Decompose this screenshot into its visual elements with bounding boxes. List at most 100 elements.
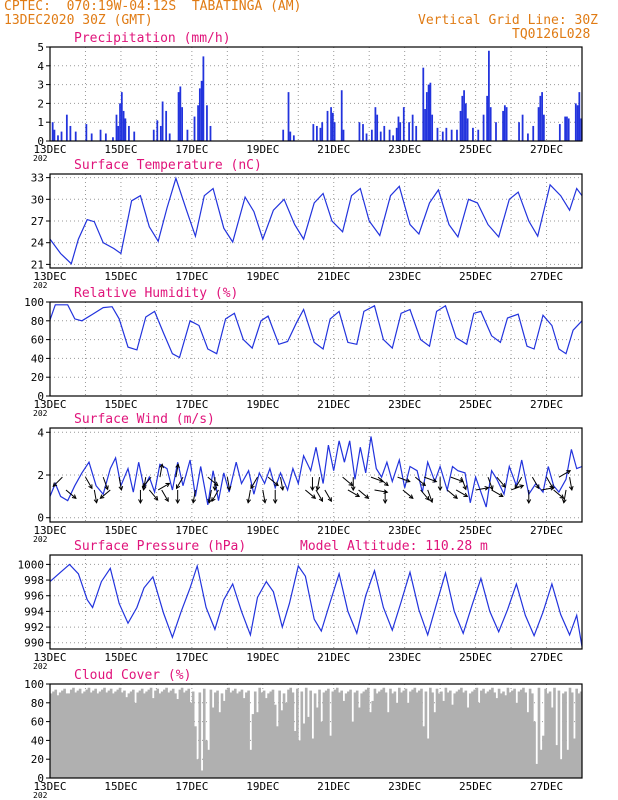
temp-date-label: 25DEC bbox=[459, 270, 492, 283]
precip-bar bbox=[532, 125, 535, 141]
precip-bar bbox=[316, 125, 318, 141]
wind-arrow bbox=[342, 476, 353, 486]
cloud-bar bbox=[371, 700, 375, 778]
cloud-bar bbox=[322, 692, 326, 778]
pressure-ytick-label: 1000 bbox=[18, 558, 45, 571]
pressure-ytick-label: 998 bbox=[24, 574, 44, 587]
cloud-bar bbox=[207, 749, 210, 778]
cloud-bar bbox=[435, 688, 439, 778]
precip-date-label: 15DEC bbox=[104, 143, 137, 156]
wind-arrow bbox=[420, 489, 430, 501]
pressure-date-label: 25DEC bbox=[459, 651, 492, 664]
cloud-bar bbox=[480, 690, 483, 778]
cloud-bar bbox=[171, 688, 175, 778]
wind-arrow bbox=[267, 476, 279, 486]
precip-bar bbox=[362, 124, 364, 141]
cloud-bar bbox=[222, 700, 226, 778]
cloud-bar bbox=[127, 693, 131, 778]
cloud-bar bbox=[78, 688, 82, 778]
cloud-bar bbox=[151, 698, 155, 778]
precip-bar bbox=[411, 114, 414, 141]
wind-arrow-head bbox=[498, 492, 504, 497]
cloud-bar bbox=[231, 690, 235, 778]
temp-ytick-label: 33 bbox=[31, 172, 44, 185]
temp-series-line bbox=[49, 176, 583, 265]
cloud-bar bbox=[112, 693, 115, 778]
cloud-date-label: 21DEC bbox=[317, 780, 350, 793]
cloud-bar bbox=[389, 688, 392, 778]
precip-date-label: 27DEC bbox=[530, 143, 563, 156]
cloud-bar bbox=[493, 692, 496, 778]
pressure-ytick-label: 996 bbox=[24, 590, 44, 603]
cloud-bar bbox=[542, 735, 545, 778]
precip-bar bbox=[330, 107, 332, 141]
precip-bar bbox=[456, 129, 458, 141]
wind-arrow-head bbox=[279, 485, 285, 491]
cloud-bar bbox=[165, 687, 168, 778]
precip-bar bbox=[370, 129, 373, 141]
wind-arrow-head bbox=[348, 481, 354, 487]
wind-arrow-head bbox=[311, 494, 317, 499]
precip-bar bbox=[197, 105, 199, 141]
cloud-bar bbox=[202, 688, 206, 778]
pressure-date-label: 13DEC bbox=[33, 651, 66, 664]
cloud-bar bbox=[149, 687, 153, 778]
wind-ytick-label: 0 bbox=[37, 512, 44, 525]
cloud-bar bbox=[236, 693, 239, 778]
wind-arrow bbox=[424, 476, 437, 483]
wind-arrow-head bbox=[501, 483, 506, 488]
precip-bar bbox=[539, 95, 542, 141]
cloud-bar bbox=[140, 688, 144, 778]
cloud-ytick-label: 80 bbox=[31, 697, 44, 710]
cloud-bar bbox=[369, 712, 372, 778]
wind-arrow bbox=[175, 464, 179, 478]
wind-date-label: 23DEC bbox=[388, 524, 421, 537]
precip-bar bbox=[477, 129, 480, 141]
precip-bar bbox=[124, 118, 127, 141]
cloud-bar bbox=[256, 712, 259, 778]
cloud-bar bbox=[260, 692, 264, 778]
precip-bar bbox=[408, 122, 410, 141]
wind-arrow-head bbox=[535, 484, 540, 490]
cloud-date-label: 23DEC bbox=[388, 780, 421, 793]
cloud-bar bbox=[395, 702, 399, 778]
pressure-ytick-label: 990 bbox=[24, 637, 44, 650]
wind-arrow-head bbox=[212, 486, 218, 492]
cloud-bar bbox=[311, 738, 315, 778]
cloud-bar bbox=[477, 702, 481, 778]
precip-bar bbox=[133, 131, 136, 141]
precip-bar bbox=[463, 90, 465, 141]
cloud-bar bbox=[415, 692, 419, 778]
precip-bar bbox=[128, 125, 130, 141]
wind-ytick-label: 2 bbox=[37, 469, 44, 482]
wind-arrow-head bbox=[138, 499, 143, 504]
cloud-bar bbox=[318, 689, 321, 778]
precip-bar bbox=[576, 105, 579, 141]
rh-date-label: 21DEC bbox=[317, 398, 350, 411]
wind-arrow bbox=[563, 489, 567, 503]
cloud-bar bbox=[508, 692, 512, 778]
precip-bar bbox=[541, 92, 543, 141]
wind-arrow-head bbox=[421, 481, 427, 487]
cloud-bar bbox=[174, 693, 177, 778]
precip-bar bbox=[53, 129, 56, 141]
cloud-bar bbox=[488, 689, 492, 778]
precip-bar bbox=[90, 133, 93, 141]
cloud-bar bbox=[482, 688, 485, 778]
wind-arrow-head bbox=[566, 470, 572, 475]
precip-bar bbox=[206, 105, 208, 141]
wind-arrow bbox=[377, 476, 389, 486]
precip-bar bbox=[159, 125, 162, 141]
cloud-bar bbox=[116, 689, 120, 778]
rh-date-label: 19DEC bbox=[246, 398, 279, 411]
cloud-bar bbox=[402, 690, 406, 778]
wind-arrow-head bbox=[364, 494, 370, 499]
precip-bar bbox=[397, 116, 400, 141]
cloud-date-label: 27DEC bbox=[530, 780, 563, 793]
wind-arrow-head bbox=[526, 499, 532, 504]
precip-bar bbox=[450, 129, 453, 141]
cloud-bar bbox=[544, 688, 547, 778]
temp-date-label: 15DEC bbox=[104, 270, 137, 283]
cloud-bar bbox=[386, 712, 390, 778]
